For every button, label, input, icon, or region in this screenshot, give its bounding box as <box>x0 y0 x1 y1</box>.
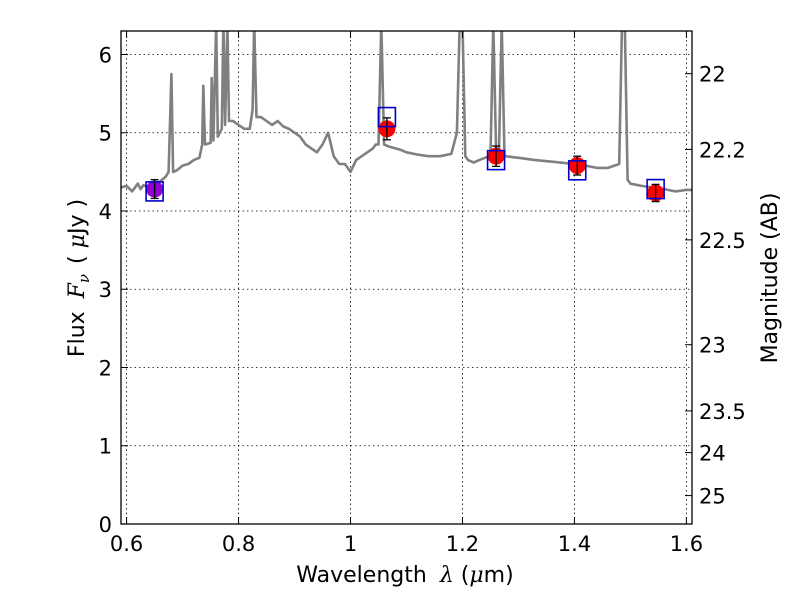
y-axis-unit-rest: Jy ) <box>65 199 90 236</box>
mag-tick-label: 23.5 <box>699 400 746 424</box>
mag-tick-label: 22 <box>699 63 726 87</box>
model-photometry-box <box>145 181 164 202</box>
y-axis-title: Flux Fν ( μJy ) <box>65 199 93 357</box>
x-tick-label: 0.6 <box>110 532 143 556</box>
x-axis-unit-mu: μ <box>469 563 483 588</box>
model-spectrum-layer <box>121 31 692 193</box>
mag-tick-label: 23 <box>699 334 726 358</box>
x-tick-label: 1.4 <box>558 532 591 556</box>
y-tick-label: 1 <box>99 435 112 459</box>
model-photometry-box <box>377 106 397 128</box>
mag-tick-label: 24 <box>699 442 726 466</box>
y-axis-unit-open: ( <box>65 255 90 264</box>
y-tick-label: 3 <box>99 278 112 302</box>
y-axis-symbol: F <box>65 282 90 299</box>
model-photometry-box <box>567 159 587 181</box>
plot-frame <box>120 30 693 525</box>
y2-axis-title: Magnitude (AB) <box>758 193 783 364</box>
mag-tick-label: 22.2 <box>699 138 746 162</box>
y-axis-title-text: Flux <box>65 311 90 357</box>
x-axis-title: Wavelength λ (μm) <box>296 563 513 588</box>
y-tick-label: 4 <box>99 200 112 224</box>
y-tick-label: 5 <box>99 122 112 146</box>
x-axis-symbol: λ <box>439 563 454 588</box>
y-tick-label: 0 <box>99 513 112 537</box>
x-axis-unit-rest: m) <box>484 563 514 588</box>
x-tick-label: 1.2 <box>446 532 479 556</box>
y-tick-label: 6 <box>99 43 112 67</box>
x-tick-label: 0.8 <box>222 532 255 556</box>
y-axis-subscript: ν <box>75 274 93 283</box>
x-axis-title-text: Wavelength <box>296 563 427 588</box>
x-axis-unit-open: ( <box>461 563 470 588</box>
x-tick-label: 1 <box>344 532 357 556</box>
photometry-points <box>145 106 665 203</box>
x-tick-label: 1.6 <box>670 532 703 556</box>
mag-tick-label: 25 <box>699 485 726 509</box>
model-spectrum-line <box>121 31 692 193</box>
y-axis-unit-mu: μ <box>65 234 90 248</box>
y-tick-label: 2 <box>99 356 112 380</box>
axis-ticks: 0.6 0.8 1 1.2 1.4 1.601234562222.222.52323.52… <box>99 31 746 556</box>
model-photometry-box <box>486 149 506 171</box>
mag-tick-label: 22.5 <box>699 229 746 253</box>
model-photometry-box <box>646 178 665 200</box>
